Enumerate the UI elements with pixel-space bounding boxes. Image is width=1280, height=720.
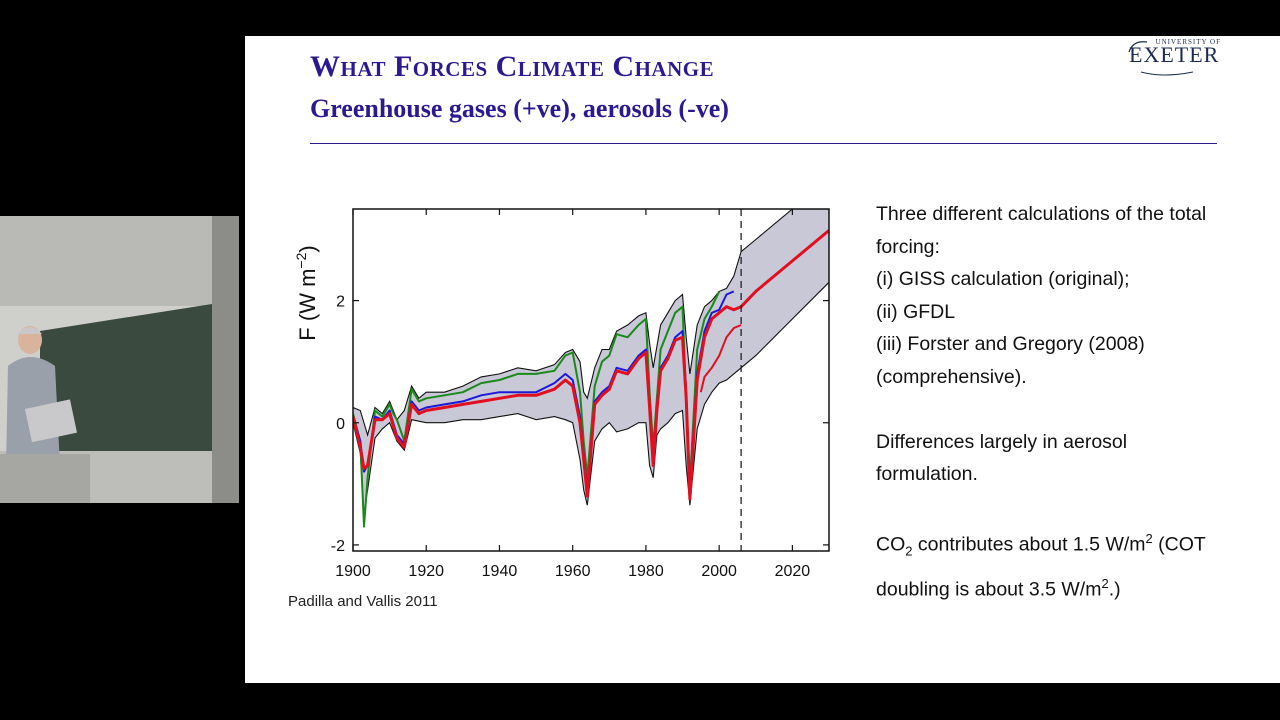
- slide-subtitle: Greenhouse gases (+ve), aerosols (-ve): [310, 94, 729, 123]
- co2-superscript: 2: [1101, 575, 1109, 591]
- band-upper-edge: [353, 209, 794, 438]
- logo-university-of: UNIVERSITY OF: [1155, 38, 1221, 46]
- webcam-inset: [0, 216, 239, 503]
- co2-subscript: 2: [905, 543, 913, 559]
- y-axis-label: F (W m−2): [295, 245, 320, 340]
- series-line-red: [353, 229, 829, 501]
- notes-line: formulation.: [876, 463, 978, 485]
- x-tick-label: 1920: [408, 563, 444, 580]
- forcing-chart: 1900 1920 1940 1960 1980 2000 2020 -2 0 2 F (W m−…: [295, 208, 830, 580]
- presenter-video: [0, 216, 239, 503]
- band-lower-edge: [353, 281, 829, 515]
- series-line-green: [353, 290, 721, 528]
- y-tick-label: 2: [336, 294, 345, 311]
- co2-text: .): [1108, 578, 1121, 601]
- plot-frame: [352, 208, 830, 552]
- notes-line: Differences largely in aerosol: [876, 430, 1128, 453]
- title-rule: [310, 143, 1217, 144]
- x-tick-label: 1940: [482, 563, 518, 580]
- logo-exeter: EXETER: [1129, 42, 1220, 67]
- co2-text: doubling is about 3.5 W/m: [876, 578, 1102, 601]
- x-tick-label: 2000: [701, 563, 737, 580]
- chart-credit: Padilla and Vallis 2011: [288, 593, 438, 610]
- y-tick-label: 0: [336, 416, 345, 433]
- notes-line: forcing:: [876, 235, 940, 258]
- y-axis-label-close: ): [295, 245, 320, 252]
- x-tick-label: 2020: [775, 563, 811, 580]
- co2-superscript: 2: [1145, 531, 1153, 546]
- notes-line: (iii) Forster and Gregory (2008): [876, 333, 1145, 355]
- x-tick-label: 1980: [628, 563, 664, 580]
- x-tick-label: 1900: [335, 563, 371, 580]
- notes-line: Three different calculations of the tota…: [876, 203, 1207, 225]
- notes-line: (comprehensive).: [876, 365, 1027, 388]
- co2-text: (COT: [1152, 533, 1206, 556]
- notes-line: (ii) GFDL: [876, 300, 956, 323]
- series-line-red: [699, 324, 742, 393]
- y-tick-label: -2: [331, 538, 345, 555]
- y-axis-label-exponent: −2: [295, 252, 309, 268]
- co2-note: CO2 contributes about 1.5 W/m2 (COT: [876, 523, 1271, 568]
- notes-line: (i) GISS calculation (original);: [876, 268, 1130, 290]
- slide: What Forces Climate Change Greenhouse ga…: [245, 36, 1280, 683]
- plot-area: [353, 209, 829, 551]
- y-axis-label-text: F (W m: [295, 269, 320, 341]
- co2-text: CO: [876, 533, 906, 556]
- logo-arc-icon: [1128, 41, 1194, 76]
- slide-title: What Forces Climate Change: [310, 50, 715, 83]
- slide-notes: Three different calculations of the tota…: [876, 198, 1271, 606]
- university-logo: UNIVERSITY OF EXETER: [1123, 38, 1221, 78]
- co2-note: doubling is about 3.5 W/m2.): [876, 568, 1271, 606]
- co2-text: contributes about 1.5 W/m: [912, 533, 1146, 556]
- x-tick-label: 1960: [555, 563, 591, 580]
